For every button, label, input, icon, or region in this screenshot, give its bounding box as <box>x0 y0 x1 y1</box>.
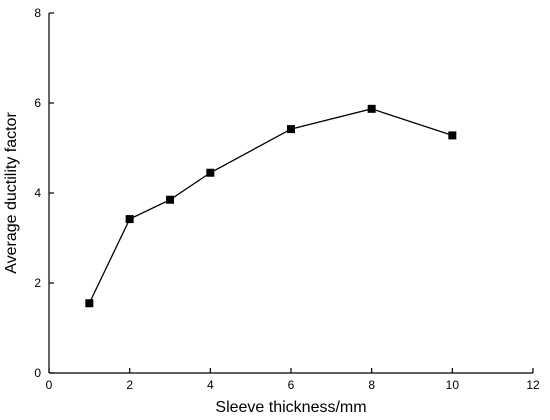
y-tick-label: 6 <box>34 96 41 110</box>
data-point-marker <box>166 195 174 204</box>
x-tick-label: 2 <box>126 378 133 392</box>
x-tick-label: 0 <box>46 378 53 392</box>
x-tick-label: 10 <box>446 378 460 392</box>
axes <box>48 13 533 374</box>
y-axis-title: Average ductility factor <box>3 112 20 274</box>
data-point-marker <box>287 125 295 134</box>
x-tick-label: 12 <box>526 378 540 392</box>
ticks: 0 2 4 6 8 10 12 0 2 4 6 8 <box>34 6 540 392</box>
data-point-marker <box>448 131 457 140</box>
x-axis-title: Sleeve thickness/mm <box>215 399 366 416</box>
data-point-marker <box>85 299 94 308</box>
y-tick-label: 8 <box>34 6 41 20</box>
series-line <box>88 108 453 304</box>
data-point-marker <box>206 168 215 177</box>
x-tick-label: 4 <box>207 378 214 392</box>
data-point-marker <box>367 104 376 113</box>
x-tick-label: 6 <box>288 378 295 392</box>
series <box>85 104 457 308</box>
y-tick-label: 0 <box>34 366 41 380</box>
x-tick-label: 8 <box>368 378 375 392</box>
data-point-marker <box>125 215 134 224</box>
y-tick-label: 2 <box>34 276 41 290</box>
y-tick-label: 4 <box>34 186 41 200</box>
